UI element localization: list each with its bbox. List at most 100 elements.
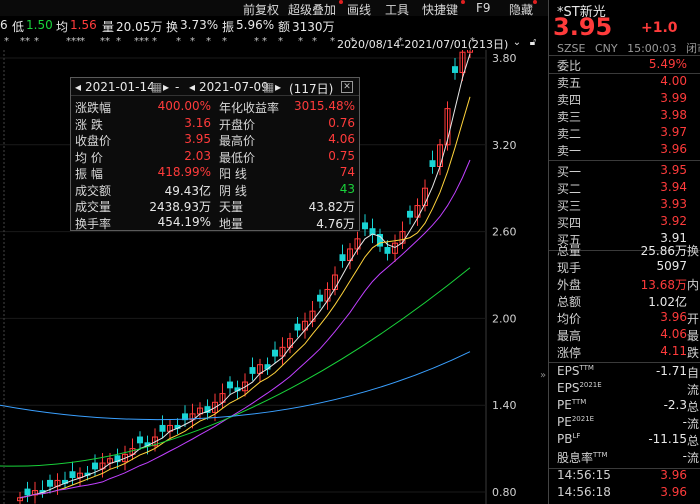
toolbar-adjust-button[interactable]: 前复权 [243, 3, 280, 17]
market-status: 闭市 [686, 42, 700, 55]
end-prev-icon[interactable]: ◂ [189, 80, 196, 94]
popup-stat-row: 换手率 454.19% 地量 4.76万 [71, 215, 359, 231]
popup-stat-row: 均 价 2.03 最低价 0.75 [71, 149, 359, 165]
popup-stat-label: 成交量 [75, 200, 112, 214]
event-marker[interactable]: ** [20, 36, 30, 47]
stat-amp-label: 振 [222, 20, 235, 34]
candlestick-plot[interactable]: 3.803.202.602.001.400.803.840.75 [0, 50, 548, 504]
fundamental-extra-label: 自 [687, 366, 700, 380]
ask-row[interactable]: 卖四 3.99 [549, 91, 700, 107]
bid-row[interactable]: 买一 3.95 [549, 163, 700, 179]
toolbar-shortcuts-button[interactable]: 快捷键 [422, 3, 459, 17]
start-next-icon[interactable]: ▸ [163, 80, 170, 94]
event-marker[interactable]: * [206, 36, 211, 47]
end-next-icon[interactable]: ▸ [275, 80, 282, 94]
popup-stat-label: 阳 线 [219, 167, 247, 181]
quote-time: 15:00:03 [627, 42, 677, 55]
fundamental-row: EPSTTM -1.71 自 [549, 364, 700, 380]
fundamental-row: PETTM -2.3 总 [549, 398, 700, 414]
event-marker[interactable]: * [278, 36, 283, 47]
candle-body [159, 424, 166, 432]
candle-body [392, 242, 398, 254]
ask-label: 卖一 [557, 144, 582, 158]
event-marker[interactable]: * [330, 36, 335, 47]
toolbar-f9-button[interactable]: F9 [476, 1, 491, 15]
panel-collapse-icon[interactable]: » [540, 370, 547, 381]
toolbar-draw-button[interactable]: 画线 [347, 3, 372, 17]
ma10-line [19, 96, 471, 499]
event-marker[interactable]: * [116, 36, 121, 47]
event-marker[interactable]: * [398, 36, 403, 47]
event-marker[interactable]: * [222, 36, 227, 47]
fundamental-period: TTM [593, 451, 608, 459]
y-tick-label: 2.60 [492, 226, 517, 239]
event-marker[interactable]: * [80, 36, 85, 47]
popup-start-date[interactable]: 2021-01-14 [85, 80, 155, 94]
quote-stat-value: 4.06 [660, 327, 687, 341]
divider [549, 250, 700, 251]
event-marker[interactable]: * [350, 36, 355, 47]
kline-chart[interactable]: * ** * *** * ** * *** * * * * * * * * * * * * * * 2020/08/14-… [0, 34, 548, 504]
event-marker[interactable]: * [190, 36, 195, 47]
popup-end-date[interactable]: 2021-07-09 [199, 80, 269, 94]
stat-amount-label: 额 [278, 20, 291, 34]
toolbar-hide-button[interactable]: 隐藏 [509, 3, 534, 17]
close-icon[interactable]: ✕ [341, 81, 353, 93]
popup-stat-value: 43.82万 [308, 200, 355, 214]
ask-price: 4.00 [660, 74, 687, 88]
bid-row[interactable]: 买二 3.94 [549, 180, 700, 196]
fundamental-row: 股息率TTM - 流 [549, 449, 700, 465]
popup-stat-value: 0.76 [328, 115, 355, 130]
calendar-icon[interactable]: ▦ [263, 80, 275, 94]
candle-body [444, 108, 451, 146]
bid-row[interactable]: 买四 3.92 [549, 214, 700, 230]
quote-stat-row: 最高 4.06 最 [549, 327, 700, 343]
ask-row[interactable]: 卖二 3.97 [549, 125, 700, 141]
stat-low-label: 低 [12, 20, 25, 34]
fundamental-extra-label: 总 [687, 400, 700, 414]
quote-stat-label: 均价 [557, 312, 582, 326]
toolbar-tools-button[interactable]: 工具 [385, 3, 410, 17]
divider [549, 55, 700, 56]
fundamental-extra-label: 流 [687, 451, 700, 465]
toolbar-overlay-button[interactable]: 超级叠加 [288, 3, 337, 17]
event-marker[interactable]: * [470, 36, 475, 47]
ask-row[interactable]: 卖一 3.96 [549, 142, 700, 158]
tick-price: 3.96 [660, 502, 687, 504]
bid-row[interactable]: 买三 3.93 [549, 197, 700, 213]
event-marker[interactable]: * [176, 36, 181, 47]
event-marker[interactable]: * [4, 36, 9, 47]
calendar-icon[interactable]: ▦ [151, 80, 163, 94]
stat-avg-label: 均 [56, 20, 69, 34]
hide-notification-dot [533, 0, 537, 4]
candle-body [92, 462, 98, 470]
event-marker[interactable]: * [298, 36, 303, 47]
lock-icon[interactable]: 🔓︎ [529, 37, 537, 48]
event-marker[interactable]: ** [100, 36, 110, 47]
popup-stat-value: 74 [339, 165, 355, 179]
divider [549, 160, 700, 161]
event-marker[interactable]: * [312, 36, 317, 47]
tick-time: 14:56:18 [557, 485, 611, 499]
ask-row[interactable]: 卖五 4.00 [549, 74, 700, 90]
popup-stat-value: 3.16 [184, 115, 211, 130]
quote-stat-extra-label: 跌 [687, 346, 700, 360]
tick-row: 14:56:18 3.96 [549, 485, 700, 501]
ask-row[interactable]: 卖三 3.98 [549, 108, 700, 124]
event-marker[interactable]: *** [134, 36, 149, 47]
event-marker[interactable]: * [254, 36, 259, 47]
start-prev-icon[interactable]: ◂ [75, 80, 82, 94]
overlay-notification-dot [339, 0, 343, 4]
candle-body [249, 367, 256, 374]
event-marker[interactable]: * [34, 36, 39, 47]
bid-row[interactable]: 买五 3.91 [549, 231, 700, 247]
quote-stat-label: 总量 [557, 244, 582, 258]
popup-stat-row: 成交额 49.43亿阴 线 43 [71, 182, 359, 198]
stat-turnover-value: 3.73% [180, 18, 219, 32]
event-marker[interactable]: *** [66, 36, 81, 47]
weibi-label: 委比 [557, 59, 582, 73]
range-dropdown-icon[interactable]: ⌄ [512, 37, 522, 48]
ask-price: 3.99 [660, 91, 687, 105]
event-marker[interactable]: * [262, 36, 267, 47]
event-marker[interactable]: * [152, 36, 157, 47]
